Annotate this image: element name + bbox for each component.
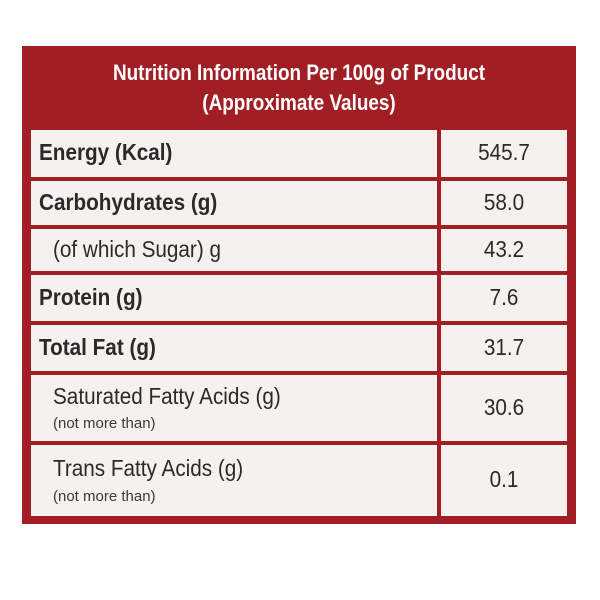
table-row-energy: Energy (Kcal) 545.7 <box>31 130 567 177</box>
row-value: 43.2 <box>483 236 525 262</box>
table-row-trans-fat: Trans Fatty Acids (g) (not more than) 0.… <box>31 445 567 516</box>
row-value-cell: 0.1 <box>441 445 567 516</box>
row-value: 30.6 <box>483 394 525 420</box>
table-row-saturated-fat: Saturated Fatty Acids (g) (not more than… <box>31 375 567 441</box>
row-value: 58.0 <box>483 189 525 215</box>
table-row-carbohydrates: Carbohydrates (g) 58.0 <box>31 181 567 225</box>
row-value-cell: 545.7 <box>441 130 567 177</box>
row-label-cell: Saturated Fatty Acids (g) (not more than… <box>31 375 437 441</box>
row-label: Total Fat (g) <box>39 334 156 360</box>
nutrition-table: Energy (Kcal) 545.7 Carbohydrates (g) 58… <box>31 130 567 516</box>
row-value-cell: 43.2 <box>441 229 567 271</box>
row-label: Saturated Fatty Acids (g) <box>53 383 281 409</box>
row-note: (not more than) <box>53 488 156 505</box>
row-value-cell: 30.6 <box>441 375 567 441</box>
row-note: (not more than) <box>53 415 156 432</box>
row-value: 31.7 <box>483 334 525 360</box>
row-value: 545.7 <box>478 139 530 165</box>
table-row-total-fat: Total Fat (g) 31.7 <box>31 325 567 371</box>
label-header: Nutrition Information Per 100g of Produc… <box>61 46 537 130</box>
row-label: Protein (g) <box>39 284 143 310</box>
row-label-cell: Carbohydrates (g) <box>31 181 437 225</box>
row-label-cell: Energy (Kcal) <box>31 130 437 177</box>
row-value-cell: 31.7 <box>441 325 567 371</box>
row-label: Energy (Kcal) <box>39 139 173 165</box>
row-label-cell: (of which Sugar) g <box>31 229 437 271</box>
row-value: 0.1 <box>489 466 519 492</box>
row-label-cell: Total Fat (g) <box>31 325 437 371</box>
row-label-cell: Trans Fatty Acids (g) (not more than) <box>31 445 437 516</box>
row-value: 7.6 <box>489 284 519 310</box>
row-value-cell: 7.6 <box>441 275 567 321</box>
header-subtitle: (Approximate Values) <box>202 90 396 115</box>
row-label: (of which Sugar) g <box>53 236 221 262</box>
row-label: Carbohydrates (g) <box>39 189 218 215</box>
table-row-protein: Protein (g) 7.6 <box>31 275 567 321</box>
table-row-sugar: (of which Sugar) g 43.2 <box>31 229 567 271</box>
nutrition-label: Nutrition Information Per 100g of Produc… <box>22 46 576 524</box>
row-label: Trans Fatty Acids (g) <box>53 455 244 481</box>
row-label-cell: Protein (g) <box>31 275 437 321</box>
row-value-cell: 58.0 <box>441 181 567 225</box>
header-title: Nutrition Information Per 100g of Produc… <box>112 60 486 85</box>
